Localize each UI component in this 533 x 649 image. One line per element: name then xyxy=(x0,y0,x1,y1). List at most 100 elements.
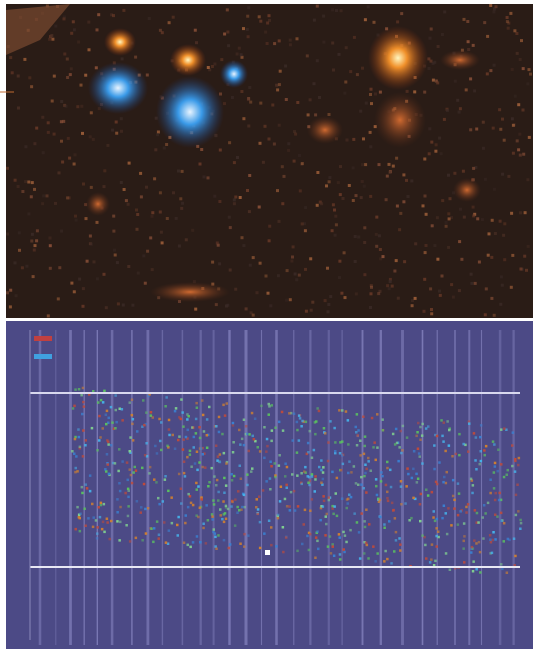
spectrum-pixel xyxy=(206,434,209,437)
spectrum-pixel xyxy=(309,533,312,536)
spectrum-pixel xyxy=(174,448,177,451)
spectrum-pixel xyxy=(166,445,169,448)
noise-pixel xyxy=(74,215,77,218)
noise-pixel xyxy=(429,37,432,40)
noise-pixel xyxy=(423,158,426,161)
spectrum-pixel xyxy=(457,523,460,526)
spectrum-pixel xyxy=(479,436,482,439)
noise-pixel xyxy=(326,267,329,270)
spectrum-pixel xyxy=(185,514,188,517)
noise-pixel xyxy=(517,103,520,106)
source xyxy=(374,92,426,148)
noise-pixel xyxy=(242,117,245,120)
noise-pixel xyxy=(475,128,478,131)
noise-pixel xyxy=(365,102,368,105)
spectrum-pixel xyxy=(318,466,321,469)
noise-pixel xyxy=(287,142,290,145)
source xyxy=(88,62,148,114)
spectrum-pixel xyxy=(404,502,407,505)
noise-pixel xyxy=(285,98,288,101)
spectrum-pixel xyxy=(402,425,405,428)
spectrum-pixel xyxy=(483,449,486,452)
noise-pixel xyxy=(396,205,399,208)
noise-pixel xyxy=(375,216,378,219)
spectrum-pixel xyxy=(178,473,181,476)
noise-pixel xyxy=(220,58,223,61)
spectrum-pixel xyxy=(419,520,422,523)
noise-pixel xyxy=(331,8,334,11)
spectrum-pixel xyxy=(379,499,382,502)
noise-pixel xyxy=(140,195,143,198)
spectrum-pixel xyxy=(284,463,287,466)
spectrum-pixel xyxy=(517,510,520,512)
noise-pixel xyxy=(268,19,271,22)
source xyxy=(86,192,110,216)
spectrum-pixel xyxy=(271,404,274,407)
noise-pixel xyxy=(472,214,475,217)
spectrum-pixel xyxy=(178,416,181,419)
spectrum-pixel xyxy=(431,543,434,546)
spectrum-pixel xyxy=(85,483,88,486)
noise-pixel xyxy=(500,275,503,278)
noise-pixel xyxy=(378,163,381,166)
spectrum-pixel xyxy=(208,406,211,409)
spectrum-pixel xyxy=(368,523,371,526)
spectrum-pixel xyxy=(154,445,157,448)
spectrum-pixel xyxy=(215,425,218,428)
noise-pixel xyxy=(511,254,514,257)
noise-pixel xyxy=(134,56,137,59)
spectrum-pixel xyxy=(131,399,134,402)
spectrum-pixel xyxy=(158,503,161,506)
spectrum-pixel xyxy=(201,498,204,501)
scene xyxy=(0,0,533,649)
noise-pixel xyxy=(443,118,446,121)
noise-pixel xyxy=(268,138,271,141)
spectrum-pixel xyxy=(258,496,261,499)
spectrum-pixel xyxy=(397,460,400,463)
spectrum-pixel xyxy=(497,470,500,473)
noise-pixel xyxy=(70,32,73,35)
spectrum-pixel xyxy=(416,481,419,484)
spectrum-pixel xyxy=(455,453,458,456)
noise-pixel xyxy=(90,243,93,246)
spectrum-pixel xyxy=(109,538,112,541)
spectrum-pixel xyxy=(96,449,99,452)
noise-pixel xyxy=(278,83,281,86)
spectrum-pixel xyxy=(212,499,215,502)
noise-pixel xyxy=(370,292,373,295)
spectrum-pixel xyxy=(353,512,356,515)
spectrum-pixel xyxy=(374,560,377,563)
noise-pixel xyxy=(492,127,495,130)
noise-pixel xyxy=(211,65,214,68)
spectrum-pixel xyxy=(363,552,366,555)
spectrum-pixel xyxy=(114,462,117,465)
spectrum-pixel xyxy=(115,421,118,424)
noise-pixel xyxy=(513,29,516,32)
noise-pixel xyxy=(249,101,252,104)
noise-pixel xyxy=(493,188,496,191)
spectrum-pixel xyxy=(182,448,185,451)
spectrum-pixel xyxy=(327,441,330,444)
spectrum-pixel xyxy=(329,535,332,538)
noise-pixel xyxy=(369,306,372,309)
spectrum-pixel xyxy=(478,541,481,544)
spectrum-pixel xyxy=(356,521,359,524)
spectrum-pixel xyxy=(500,463,503,466)
spectrum-pixel xyxy=(365,542,368,545)
noise-pixel xyxy=(247,35,250,38)
spectrum-pixel xyxy=(411,477,414,480)
spectrum-pixel xyxy=(367,557,370,560)
spectrum-pixel xyxy=(288,505,291,508)
spectrum-pixel xyxy=(239,543,242,546)
spectrum-pixel xyxy=(322,478,325,481)
noise-pixel xyxy=(386,284,389,287)
spectrum-pixel xyxy=(348,494,351,497)
spectrum-pixel xyxy=(255,506,258,509)
spectrum-pixel xyxy=(177,439,180,442)
spectrum-pixel xyxy=(103,503,106,506)
spectrum-pixel xyxy=(400,430,403,433)
spectrum-pixel xyxy=(268,403,271,406)
spectrum-pixel xyxy=(78,436,81,439)
spectrum-pixel xyxy=(400,480,403,483)
noise-pixel xyxy=(248,174,251,177)
